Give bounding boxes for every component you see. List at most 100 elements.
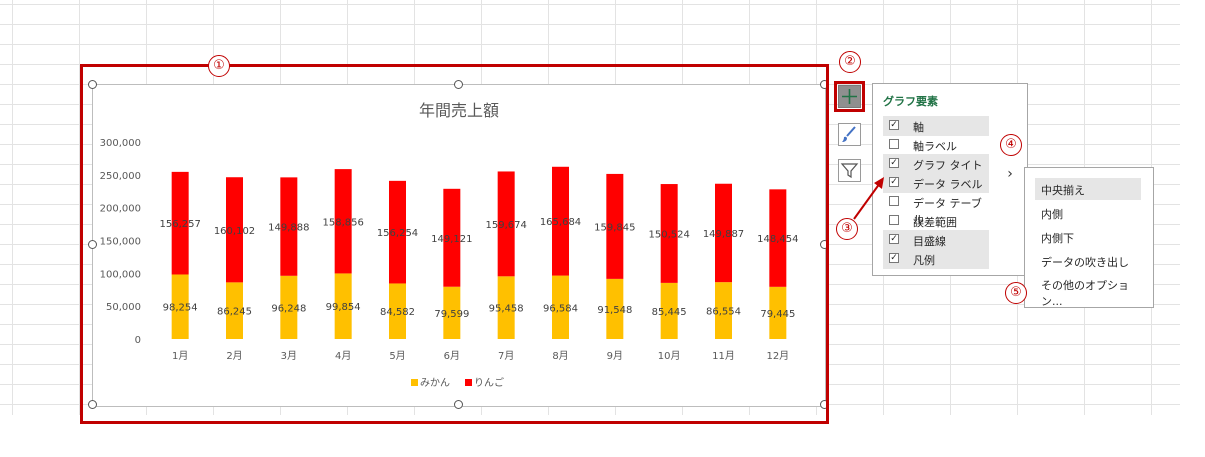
stacked-bar-chart: 年間売上額 0 50,000 100,000 150,000 200,000 250,000…: [100, 101, 799, 389]
bar-mikan: [389, 283, 406, 339]
plus-icon: [842, 89, 857, 104]
data-label: 148,454: [757, 234, 798, 245]
checkbox-legend[interactable]: ✓: [889, 253, 899, 263]
bar-mikan: [171, 274, 189, 339]
plus-button-highlight: [834, 81, 865, 112]
bar-mikan: [334, 273, 352, 339]
element-axes[interactable]: ✓ 軸: [883, 116, 989, 136]
data-label: 159,845: [594, 222, 635, 233]
x-tick-label: 9月: [607, 350, 623, 362]
checkbox-axis-titles[interactable]: [889, 139, 899, 149]
bar-mikan: [280, 275, 298, 339]
bar-mikan: [606, 278, 624, 339]
y-tick-label: 150,000: [100, 237, 141, 248]
data-label: 150,524: [648, 229, 689, 240]
resize-handle-top-left[interactable]: [88, 80, 97, 89]
callout-4: ④: [1000, 134, 1022, 156]
callout-5: ⑤: [1005, 282, 1027, 304]
chart-styles-button[interactable]: [838, 123, 861, 146]
data-label: 158,856: [322, 217, 363, 228]
bar-mikan: [769, 286, 787, 339]
data-label: 85,445: [652, 307, 687, 318]
data-label: 86,554: [706, 307, 741, 318]
callout-3: ③: [836, 218, 858, 240]
data-label: 95,458: [489, 304, 524, 315]
y-tick-label: 100,000: [100, 269, 141, 280]
chart-area[interactable]: 年間売上額 0 50,000 100,000 150,000 200,000 250,000…: [92, 84, 826, 407]
element-gridlines[interactable]: ✓ 目盛線: [883, 230, 989, 250]
chart-filters-button[interactable]: [838, 159, 861, 182]
checkbox-error-bars[interactable]: [889, 215, 899, 225]
filter-icon: [840, 163, 859, 179]
bar-ringo: [606, 173, 624, 279]
submenu-data-callout[interactable]: データの吹き出し: [1041, 256, 1129, 269]
data-labels-submenu: 中央揃え 内側 内側下 データの吹き出し その他のオプション...: [1024, 167, 1154, 308]
data-label: 96,248: [271, 303, 306, 314]
element-data-labels[interactable]: ✓ データ ラベル: [883, 173, 989, 193]
y-tick-label: 250,000: [100, 171, 141, 182]
data-label: 79,445: [760, 309, 795, 320]
bar-ringo: [334, 169, 352, 274]
data-label: 86,245: [217, 307, 252, 318]
chart-title: 年間売上額: [419, 101, 499, 120]
checkbox-gridlines[interactable]: ✓: [889, 234, 899, 244]
element-data-table[interactable]: データ テーブル: [883, 192, 989, 226]
resize-handle-bottom[interactable]: [454, 400, 463, 409]
chart-elements-button[interactable]: [838, 85, 861, 108]
brush-icon: [842, 126, 856, 142]
x-tick-label: 5月: [389, 350, 405, 362]
y-tick-label: 50,000: [106, 302, 141, 313]
bar-ringo: [552, 166, 569, 276]
resize-handle-top[interactable]: [454, 80, 463, 89]
bar-ringo: [660, 184, 678, 283]
data-label: 84,582: [380, 307, 415, 318]
data-label: 159,674: [485, 220, 526, 231]
data-label: 149,121: [431, 234, 472, 245]
element-chart-title[interactable]: ✓グラフ タイトル: [883, 154, 989, 188]
callout-1: ①: [208, 55, 230, 77]
x-tick-label: 4月: [335, 350, 351, 362]
submenu-more-options[interactable]: その他のオプション...: [1041, 279, 1129, 308]
bar-ringo: [171, 171, 189, 275]
checkbox-axes[interactable]: ✓: [889, 120, 899, 130]
bar-ringo: [389, 180, 406, 284]
x-tick-label: 8月: [552, 350, 568, 362]
resize-handle-left[interactable]: [88, 240, 97, 249]
callout-arrow: [853, 177, 884, 220]
data-label: 91,548: [597, 305, 632, 316]
data-label: 165,684: [540, 217, 581, 228]
bar-ringo: [226, 177, 243, 283]
data-label: 156,254: [377, 228, 418, 239]
data-label: 96,584: [543, 303, 578, 314]
x-tick-label: 1月: [172, 350, 188, 362]
bar-mikan: [660, 282, 678, 339]
bar-ringo: [715, 183, 732, 283]
element-axis-titles[interactable]: 軸ラベル: [883, 135, 989, 155]
submenu-inside-end[interactable]: 内側: [1041, 208, 1063, 221]
element-error-bars[interactable]: 誤差範囲: [883, 211, 989, 231]
submenu-center[interactable]: 中央揃え: [1035, 178, 1141, 200]
element-legend[interactable]: ✓ 凡例: [883, 249, 989, 269]
data-label: 99,854: [326, 302, 361, 313]
legend-entry: りんご: [474, 376, 504, 389]
data-label: 149,887: [703, 229, 744, 240]
data-label: 98,254: [163, 303, 198, 314]
bar-mikan: [552, 275, 569, 339]
x-tick-label: 6月: [444, 350, 460, 362]
y-tick-label: 300,000: [100, 138, 141, 149]
data-label: 149,888: [268, 223, 309, 234]
callout-2: ②: [839, 51, 861, 73]
data-labels-expand-arrow[interactable]: ›: [1001, 166, 1019, 184]
x-tick-label: 10月: [658, 350, 681, 362]
checkbox-data-table[interactable]: [889, 196, 899, 206]
panel-title: グラフ要素: [883, 95, 938, 108]
legend-swatch: [465, 379, 472, 386]
submenu-inside-base[interactable]: 内側下: [1041, 232, 1074, 245]
bar-mikan: [443, 286, 461, 339]
checkbox-data-labels[interactable]: ✓: [889, 177, 899, 187]
x-tick-label: 7月: [498, 350, 514, 362]
resize-handle-bottom-left[interactable]: [88, 400, 97, 409]
checkbox-chart-title[interactable]: ✓: [889, 158, 899, 168]
x-tick-label: 3月: [281, 350, 297, 362]
bar-ringo: [280, 177, 298, 276]
